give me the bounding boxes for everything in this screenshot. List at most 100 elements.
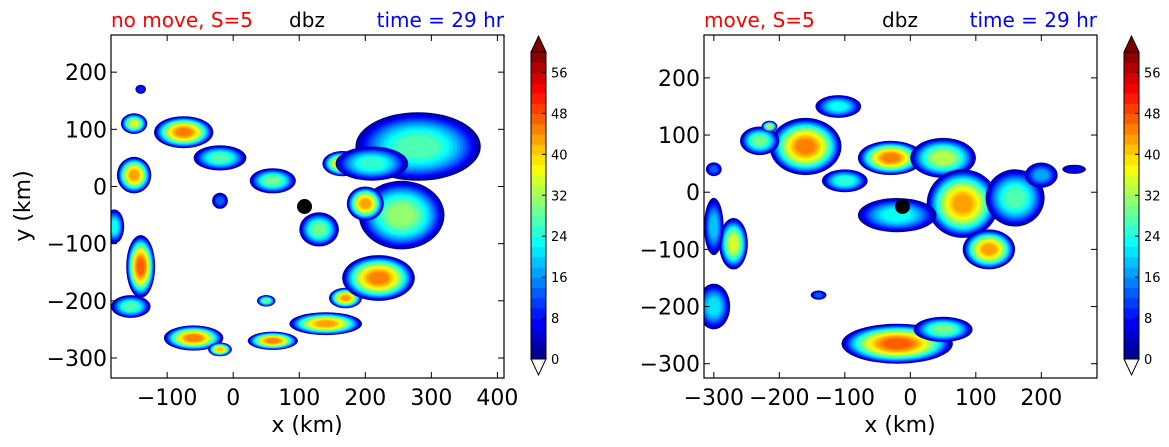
panel-2-colorbar-bin (1124, 174, 1139, 186)
panel-1-plot-frame (110, 34, 505, 379)
panel-2-x-tick-label: 100 (955, 386, 997, 411)
panel-2-echo-cell (769, 117, 842, 176)
panel-1-x-tick-label: 400 (476, 386, 518, 411)
panel-2-colorbar-bin (1124, 318, 1139, 329)
panel-2-colorbar-bin (1124, 62, 1139, 74)
panel-2-colorbar-bin (1124, 328, 1139, 340)
panel-1-colorbar-bin (531, 266, 546, 278)
panel-2-echo-cell (815, 95, 862, 118)
panel-2-echo-cell (704, 197, 724, 256)
panel-1-contour-level (137, 86, 144, 92)
panel-2-contour-level (981, 244, 996, 255)
panel-2-colorbar-bin (1124, 246, 1139, 258)
panel-1-colorbar-bin (531, 103, 546, 114)
panel-1-colorbar-bin (531, 195, 546, 207)
panel-1-echo-cell (193, 145, 247, 171)
panel-1-contour-level (312, 223, 326, 235)
panel-1-contour-level (111, 220, 118, 233)
panel-2-contour-level (882, 153, 900, 163)
panel-2-echo-cell (705, 162, 722, 177)
panel-1-contour-level (359, 157, 385, 170)
panel-2-y-tick-label: 0 (686, 181, 700, 206)
panel-2-storm-center-marker (894, 199, 910, 214)
panel-1-colorbar-bin (531, 348, 546, 360)
panel-2-title-variable: dbz (882, 8, 918, 32)
panel-1-echo-cell (342, 255, 415, 301)
panel-1-colorbar-bin (531, 236, 546, 248)
panel-2-contour-level (815, 293, 823, 298)
panel-2-x-tick-label: 0 (903, 386, 917, 411)
panel-2-contour-level (767, 124, 772, 129)
panel-2-colorbar-tick-label: 0 (1144, 353, 1152, 368)
panel-2-colorbar-bin (1124, 297, 1139, 309)
panel-1-colorbar-bin (531, 287, 546, 299)
panel-2-colorbar-bin (1124, 72, 1139, 84)
panel-1-x-tick-label: −100 (137, 386, 197, 411)
panel-1-y-tick-label: −100 (47, 233, 107, 258)
panel-2-colorbar-bin (1124, 287, 1139, 299)
panel-1-echo-cell (289, 312, 363, 336)
panel-2-colorbar-bin (1124, 52, 1139, 63)
panel-2-colorbar-bin (1124, 338, 1139, 350)
panel-2-colorbar-bin (1124, 256, 1139, 268)
panel-1-echo-cell (335, 146, 409, 181)
panel-1-y-tick-label: −200 (47, 290, 107, 315)
panel-2-contour-level (883, 338, 912, 349)
panel-2-colorbar-tick-label: 40 (1144, 148, 1161, 163)
panel-1-echo-cell (329, 287, 362, 309)
panel-1-colorbar-tick-label: 32 (551, 189, 568, 204)
panel-2-colorbar-bin (1124, 82, 1139, 94)
panel-2-colorbar-bin (1124, 164, 1139, 176)
panel-2-colorbar: 0 8 16 24 32 40 48 56 (1123, 34, 1161, 377)
panel-1-x-tick-label: 300 (410, 386, 452, 411)
panel-2-contour-level (933, 151, 953, 164)
panel-1-contour-level (129, 170, 139, 181)
panel-2-y-tick-label: 200 (658, 67, 700, 92)
panel-2-echo-cell (841, 323, 953, 364)
panel-1-x-tick-label: 100 (278, 386, 320, 411)
panel-1-contour-level (265, 176, 281, 185)
panel-1-contour-level (216, 347, 224, 352)
panel-1-storm-center-marker (297, 199, 313, 214)
panel-1-echo-cell (120, 113, 148, 134)
panel-1-contour-level (360, 199, 371, 209)
panel-1-echo-cell (358, 180, 445, 250)
panel-2-colorbar-tick-label: 32 (1144, 189, 1161, 204)
panel-1-echo-cell (111, 209, 125, 244)
panel-2-colorbar-bin (1124, 236, 1139, 248)
panel-2-colorbar-bin (1124, 307, 1139, 319)
panel-2-contour-level (710, 215, 718, 238)
panel-2-contour-level (953, 194, 973, 213)
panel-2-colorbar-frame (1123, 51, 1140, 360)
panel-1-title-variable: dbz (289, 8, 325, 32)
panel-1-y-tick-label: 0 (93, 175, 107, 200)
panel-2-field (704, 95, 1086, 364)
panel-1-colorbar-bin (531, 62, 546, 74)
panel-1-echo-cell (212, 192, 228, 209)
panel-1-colorbar-tick-label: 40 (551, 148, 568, 163)
panel-2-colorbar-bin (1124, 215, 1139, 227)
panel-2-colorbar-bin (1124, 277, 1139, 288)
panel-1-contour-level (137, 258, 145, 275)
panel-2-colorbar-bin (1124, 348, 1139, 360)
panel-1-contour-level (216, 197, 224, 205)
panel-1-colorbar-bin (531, 174, 546, 186)
panel-1-colorbar-frame (530, 51, 547, 360)
panel-2-x-tick-label: 200 (1020, 386, 1062, 411)
panel-1-contour-level (185, 334, 202, 342)
panel-2-contour-level (707, 298, 720, 315)
panel-1-echo-cell (247, 331, 298, 350)
panel-1-colorbar-bin (531, 133, 546, 145)
panel-1-colorbar-bin (531, 307, 546, 319)
panel-2-colorbar-bin (1124, 113, 1139, 125)
panel-1-colorbar-bin (531, 123, 546, 135)
panel-2-plot-frame (703, 34, 1098, 379)
panel-2-echo-cell (740, 126, 780, 156)
panel-2-echo-cell (962, 229, 1016, 270)
panel-1-echo-cell (126, 235, 156, 298)
panel-1-colorbar-bin (531, 338, 546, 350)
panel-1-colorbar-bin (531, 164, 546, 176)
panel-2-colorbar-bin (1124, 266, 1139, 278)
